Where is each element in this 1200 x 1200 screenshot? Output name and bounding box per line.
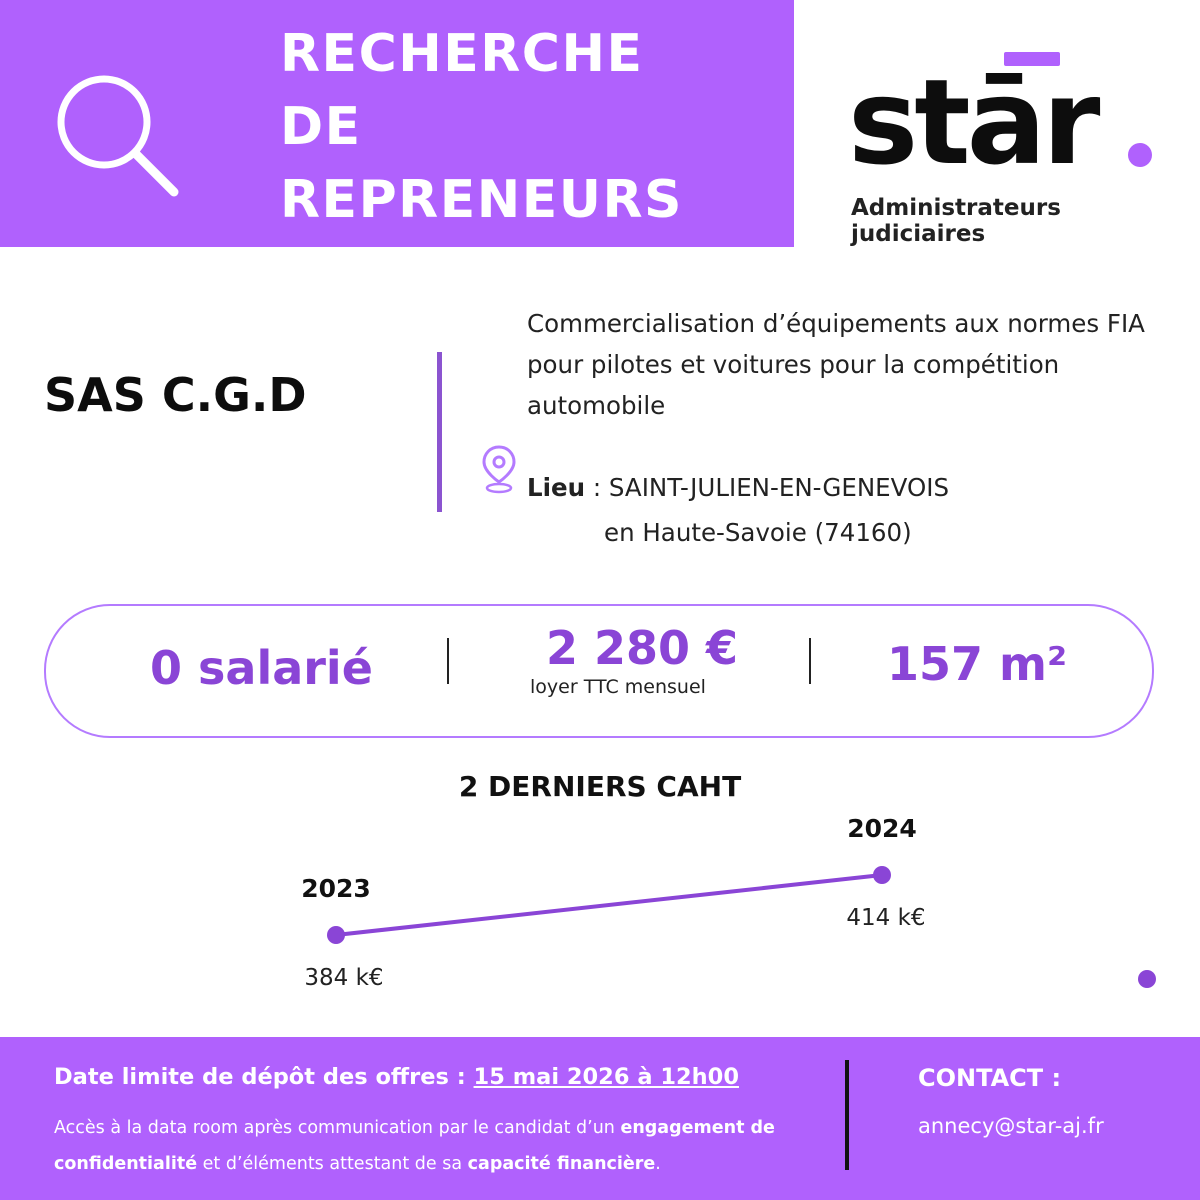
stat-rent-caption: loyer TTC mensuel (530, 676, 706, 698)
header-band (0, 0, 794, 247)
category-label: 2024 (847, 814, 917, 843)
chart-title: 2 DERNIERS CAHT (458, 770, 742, 803)
stats-panel (44, 604, 1154, 738)
decorative-dot (1138, 970, 1156, 988)
location-line: Lieu : SAINT-JULIEN-EN-GENEVOIS (527, 468, 949, 507)
stat-area: 157 m² (887, 637, 1068, 691)
stat-divider (809, 638, 811, 684)
data-room-notice: Accès à la data room après communication… (54, 1110, 794, 1182)
revenue-line-chart: 2023 2024 384 k€ 414 k€ (301, 814, 1156, 991)
title-line: RECHERCHE (280, 24, 644, 84)
contact-title: CONTACT : (918, 1064, 1062, 1092)
vertical-divider (437, 352, 442, 512)
map-pin-icon (482, 445, 516, 494)
location-separator: : (585, 473, 609, 502)
stat-rent: 2 280 € (546, 621, 739, 675)
deadline-label: Date limite de dépôt des offres : (54, 1064, 474, 1090)
company-name: SAS C.G.D (44, 368, 307, 422)
notice-text: . (655, 1154, 661, 1174)
contact-email-link[interactable]: annecy@star-aj.fr (918, 1114, 1104, 1138)
footer-band (0, 1037, 1200, 1200)
deadline-date: 15 mai 2026 à 12h00 (473, 1064, 739, 1090)
category-label: 2023 (301, 874, 371, 903)
logo-subtitle-line: judiciaires (851, 221, 986, 247)
value-label: 414 k€ (846, 905, 925, 931)
logo-subtitle: Administrateurs judiciaires (851, 195, 1061, 247)
logo-dot (1128, 143, 1152, 167)
data-point (327, 926, 345, 944)
notice-emphasis: capacité financière (467, 1154, 656, 1174)
logo-subtitle-line: Administrateurs (851, 195, 1061, 221)
data-point (873, 866, 891, 884)
location-label: Lieu (527, 473, 586, 502)
deadline: Date limite de dépôt des offres : 15 mai… (54, 1064, 739, 1090)
page-title: RECHERCHE DE REPRENEURS (280, 18, 780, 237)
title-line: REPRENEURS (280, 170, 683, 230)
notice-emphasis: engagement de confidentialité (54, 1118, 775, 1174)
title-line: DE (280, 97, 362, 157)
stat-divider (447, 638, 449, 684)
value-label: 384 k€ (304, 965, 383, 991)
location-region: en Haute-Savoie (74160) (604, 518, 912, 547)
footer-divider (845, 1060, 849, 1170)
series-line (335, 873, 883, 937)
logo-wordmark: stār (848, 53, 1100, 191)
location-city: SAINT-JULIEN-EN-GENEVOIS (608, 473, 950, 502)
stat-employees: 0 salarié (150, 641, 373, 695)
company-activity: Commercialisation d’équipements aux norm… (527, 309, 1145, 420)
notice-text: et d’éléments attestant de sa (197, 1154, 468, 1174)
logo-macron (1004, 52, 1060, 66)
search-icon (57, 75, 179, 197)
notice-text: Accès à la data room après communication… (54, 1118, 621, 1138)
